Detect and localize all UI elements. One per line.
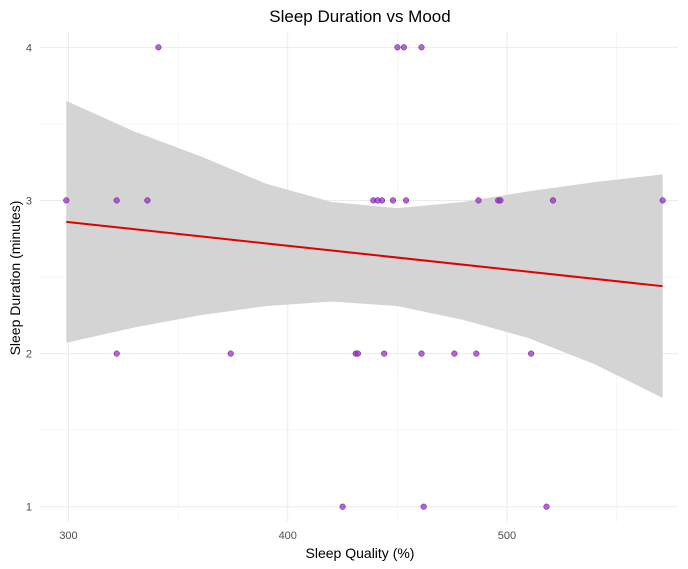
data-point	[528, 350, 535, 357]
data-point	[549, 197, 557, 204]
data-point	[420, 503, 427, 510]
data-point	[354, 350, 361, 357]
data-point	[497, 197, 504, 204]
y-tick-label: 3	[26, 195, 32, 207]
x-tick-label: 500	[498, 530, 516, 542]
trend-line	[66, 220, 663, 288]
trend-line-layer	[66, 220, 663, 288]
y-tick-labels: 1 2 3 4	[26, 42, 32, 513]
data-point	[378, 197, 386, 204]
y-axis-title: Sleep Duration (minutes)	[7, 201, 23, 356]
data-point	[389, 197, 397, 204]
data-point	[475, 197, 482, 204]
data-point	[451, 350, 458, 357]
data-point	[418, 350, 425, 357]
chart-title: Sleep Duration vs Mood	[269, 7, 450, 26]
data-point	[400, 44, 407, 51]
data-point	[403, 197, 410, 204]
data-point	[394, 44, 401, 51]
x-tick-label: 300	[59, 530, 77, 542]
confidence-band	[66, 100, 663, 399]
y-tick-label: 1	[26, 502, 32, 514]
data-point	[418, 44, 425, 51]
points-layer	[63, 44, 666, 510]
data-point	[543, 503, 550, 510]
data-point	[63, 197, 70, 204]
data-point	[473, 350, 480, 357]
data-point	[155, 44, 162, 51]
data-point	[113, 350, 120, 357]
x-axis-title: Sleep Quality (%)	[306, 545, 415, 561]
confidence-band-layer	[66, 100, 663, 399]
data-point	[339, 503, 346, 510]
data-point	[113, 197, 120, 204]
data-point	[381, 350, 388, 357]
x-tick-label: 400	[279, 530, 297, 542]
data-point	[144, 197, 151, 204]
y-tick-label: 2	[26, 349, 32, 361]
x-tick-labels: 300 400 500	[59, 530, 516, 542]
data-point	[659, 197, 666, 204]
y-tick-label: 4	[26, 42, 32, 54]
data-point	[227, 350, 234, 357]
